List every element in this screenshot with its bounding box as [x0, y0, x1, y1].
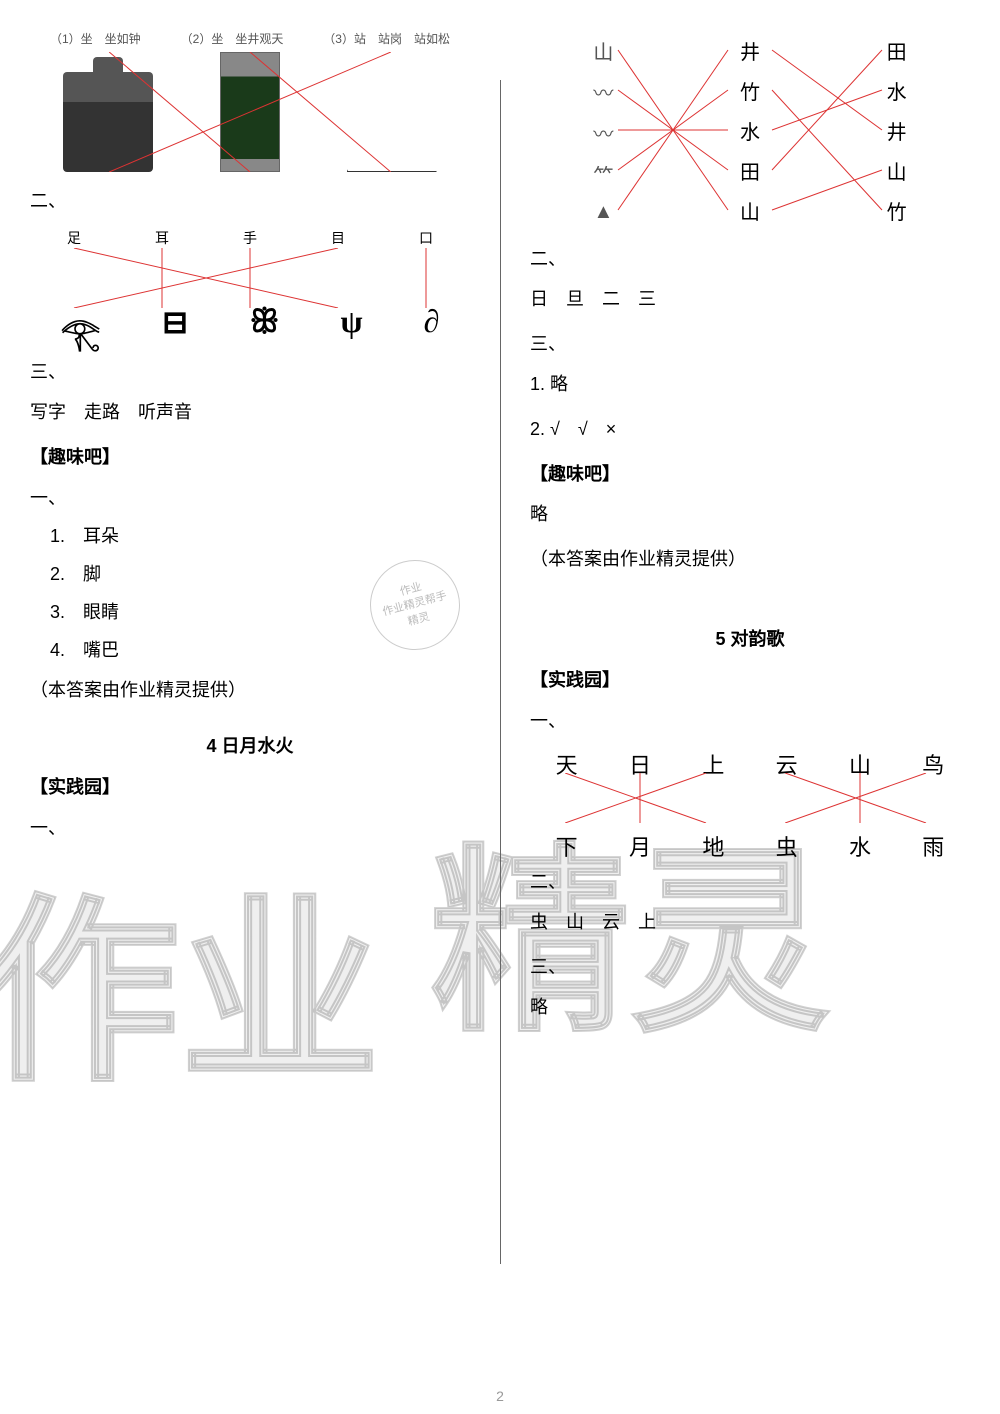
fig1-label-1: （1）坐 坐如钟 — [50, 30, 141, 47]
section-2-label: 二、 — [30, 187, 470, 213]
page: （1）坐 坐如钟 （2）坐 坐井观天 （3）站 站岗 站如松 二、 足 耳 — [0, 0, 1000, 1414]
r-section-2b-ans: 虫 山 云 上 — [530, 906, 970, 938]
fig1-label-2: （2）坐 坐井观天 — [181, 30, 284, 47]
lesson-4-title: 4 日月水火 — [30, 732, 470, 758]
m-top-3: 上 — [702, 748, 724, 780]
glyph-4: ψ — [340, 303, 362, 355]
r-section-3b: 三、 — [530, 953, 970, 979]
r-section-2b: 二、 — [530, 868, 970, 894]
practice-label: 【实践园】 — [30, 773, 470, 799]
m-top-5: 山 — [849, 748, 871, 780]
modern-char-col: 田 水 井 山 竹 — [823, 30, 970, 230]
mid-1: 井 — [740, 36, 760, 65]
m-bot-4: 虫 — [776, 830, 798, 862]
pict-5: ▲ — [593, 201, 613, 224]
practice-1-label: 一、 — [30, 814, 470, 840]
fun-1-label: 一、 — [30, 484, 470, 510]
m-top-6: 鸟 — [922, 748, 944, 780]
r-practice-1: 一、 — [530, 707, 970, 733]
right-2: 水 — [887, 76, 907, 105]
section-3-answer: 写字 走路 听声音 — [30, 396, 470, 428]
figure-rhyme-match: 天 日 上 云 山 鸟 下 月 地 虫 水 雨 — [530, 743, 970, 853]
left-column: （1）坐 坐如钟 （2）坐 坐井观天 （3）站 站岗 站如松 二、 足 耳 — [0, 20, 500, 1394]
glyph-5: ∂ — [424, 303, 440, 355]
r-section-3-2: 2. √ √ × — [530, 413, 970, 445]
lesson-5-title: 5 对韵歌 — [530, 625, 970, 651]
r-fun-label: 【趣味吧】 — [530, 460, 970, 486]
credit-line: （本答案由作业精灵提供） — [30, 674, 470, 706]
r-credit: （本答案由作业精灵提供） — [530, 543, 970, 575]
char-mouth: 口 — [419, 228, 433, 248]
r-practice-label: 【实践园】 — [530, 666, 970, 692]
fig1-label-3: （3）站 站岗 站如松 — [323, 30, 450, 47]
r-section-3-1: 1. 略 — [530, 368, 970, 400]
r-section-3b-ans: 略 — [530, 991, 970, 1023]
char-hand: 手 — [243, 228, 257, 248]
m-top-2: 日 — [629, 748, 651, 780]
glyph-1: 𓂀 — [61, 303, 101, 355]
ancient-char-col: 井 竹 水 田 山 — [677, 30, 824, 230]
mid-2: 竹 — [740, 76, 760, 105]
right-column: ⼭ 〰 〰 ⺮ ▲ 井 竹 水 田 山 田 水 井 山 竹 — [500, 20, 1000, 1394]
list-item: 1. 耳朵 — [50, 522, 470, 548]
r-fun-ans: 略 — [530, 498, 970, 530]
pict-4: ⺮ — [593, 160, 613, 189]
m-bot-2: 月 — [629, 830, 651, 862]
fun-section-label: 【趣味吧】 — [30, 443, 470, 469]
pictograph-col: ⼭ 〰 〰 ⺮ ▲ — [530, 30, 677, 230]
m-bot-6: 雨 — [922, 830, 944, 862]
char-foot: 足 — [67, 228, 81, 248]
cone-image — [347, 82, 437, 172]
pict-3: 〰 — [593, 118, 613, 147]
mid-5: 山 — [740, 196, 760, 225]
right-1: 田 — [887, 36, 907, 65]
throne-image — [63, 72, 153, 172]
glyph-2: ⊟ — [162, 303, 189, 355]
char-eye: 目 — [331, 228, 345, 248]
m-top-1: 天 — [556, 748, 578, 780]
r-section-2-ans: 日 旦 二 三 — [530, 283, 970, 315]
pict-2: 〰 — [593, 77, 613, 106]
figure-sitting-standing: （1）坐 坐如钟 （2）坐 坐井观天 （3）站 站岗 站如松 — [30, 30, 470, 172]
right-4: 山 — [887, 156, 907, 185]
right-3: 井 — [887, 116, 907, 145]
right-5: 竹 — [887, 196, 907, 225]
m-top-4: 云 — [776, 748, 798, 780]
m-bot-1: 下 — [556, 830, 578, 862]
glyph-3: ꕥ — [250, 303, 280, 355]
m-bot-5: 水 — [849, 830, 871, 862]
page-number: 2 — [496, 1388, 504, 1404]
mid-4: 田 — [740, 156, 760, 185]
figure-body-parts: 足 耳 手 目 口 𓂀 ⊟ ꕥ ψ ∂ — [30, 223, 470, 343]
figure-pictograph-match: ⼭ 〰 〰 ⺮ ▲ 井 竹 水 田 山 田 水 井 山 竹 — [530, 30, 970, 230]
char-ear: 耳 — [155, 228, 169, 248]
m-bot-3: 地 — [702, 830, 724, 862]
r-section-2: 二、 — [530, 245, 970, 271]
soldier-image — [220, 52, 280, 172]
r-section-3: 三、 — [530, 330, 970, 356]
pict-1: ⼭ — [593, 36, 613, 65]
mid-3: 水 — [740, 116, 760, 145]
